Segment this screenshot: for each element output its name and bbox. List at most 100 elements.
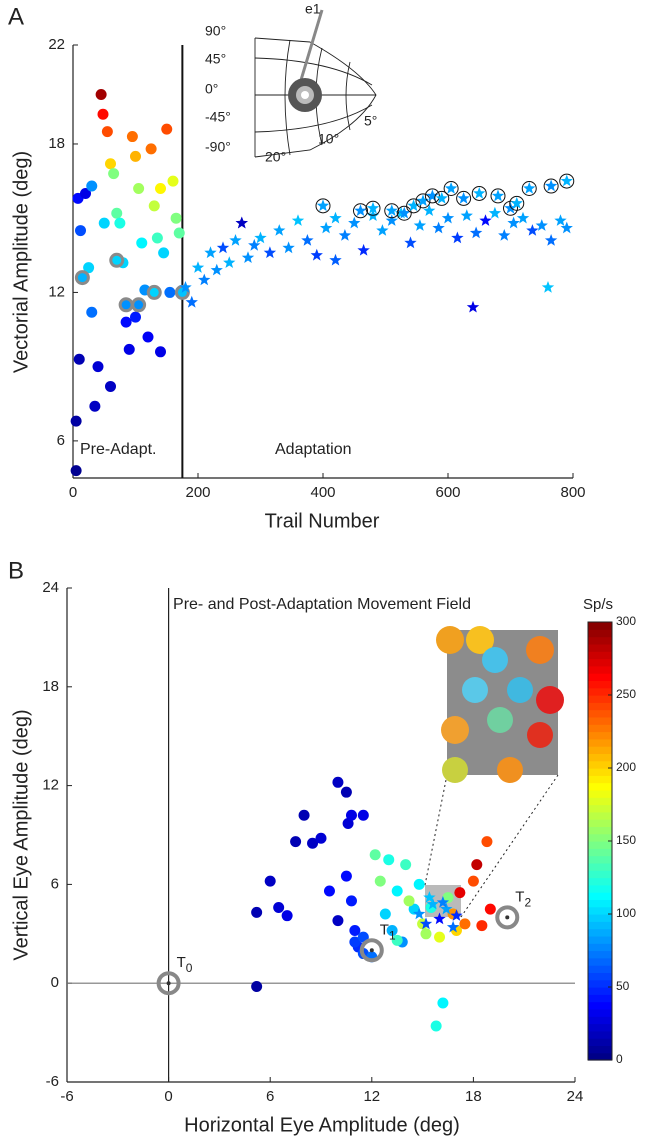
point	[386, 925, 398, 937]
colorbar-strip	[588, 921, 612, 930]
point	[433, 912, 446, 925]
colorbar-tick-label: 300	[616, 614, 636, 628]
point	[338, 229, 352, 241]
colorbar-strip	[588, 957, 612, 966]
point-ring	[415, 193, 431, 209]
colorbar-strip	[588, 899, 612, 908]
point	[98, 217, 110, 229]
point	[223, 256, 236, 268]
target-center	[369, 948, 374, 953]
colorbar-strip	[588, 709, 612, 718]
point	[349, 925, 361, 937]
inset-label: 5°	[364, 113, 377, 129]
point	[507, 216, 520, 229]
point	[146, 284, 162, 300]
target-label-main: T	[380, 921, 389, 938]
point	[379, 908, 391, 920]
colorbar-strip	[588, 760, 612, 769]
point-ring	[424, 188, 440, 204]
colorbar-strip	[588, 651, 612, 660]
colorbar-strip	[588, 1045, 612, 1054]
point	[323, 885, 335, 897]
point	[251, 980, 263, 992]
point	[210, 263, 223, 276]
point	[481, 836, 493, 848]
panel-label: A	[8, 3, 24, 30]
point	[451, 231, 464, 244]
colorbar-tick-label: 50	[616, 979, 630, 993]
colorbar-strip	[588, 622, 612, 630]
target-label-sub: 0	[186, 961, 193, 975]
point	[554, 214, 567, 226]
colorbar-strip	[588, 928, 612, 937]
point-ring	[443, 181, 459, 197]
point	[473, 187, 486, 199]
colorbar-strip	[588, 906, 612, 915]
point	[97, 108, 109, 120]
point	[136, 237, 148, 249]
point	[423, 204, 436, 216]
zoom-line	[424, 774, 448, 886]
point	[498, 229, 511, 241]
point	[469, 226, 483, 239]
point	[332, 915, 344, 927]
point-ring	[521, 181, 537, 197]
inset-label: 0°	[205, 81, 218, 97]
colorbar-strip	[588, 855, 612, 864]
y-tick-label: 12	[48, 283, 65, 300]
point	[123, 343, 135, 355]
point	[158, 247, 170, 259]
target-label-sub: 2	[524, 896, 531, 910]
colorbar-tick-label: 250	[616, 687, 636, 701]
zoom-line	[460, 774, 559, 918]
point	[151, 232, 163, 244]
y-tick-label: 12	[42, 777, 59, 794]
point	[454, 887, 466, 899]
point	[391, 885, 403, 897]
point	[342, 817, 354, 829]
point	[291, 214, 305, 226]
point	[544, 234, 558, 246]
target-center	[166, 981, 171, 986]
point	[340, 870, 352, 882]
point	[441, 211, 455, 224]
y-tick-label: 22	[48, 36, 65, 53]
point	[560, 221, 573, 234]
y-axis-label: Vectorial Amplitude (deg)	[10, 151, 32, 373]
point	[92, 361, 104, 373]
point	[216, 241, 230, 254]
colorbar-strip	[588, 804, 612, 813]
target-label: T1	[380, 921, 396, 942]
colorbar-strip	[588, 811, 612, 820]
colorbar-strip	[588, 716, 612, 725]
inset-label: 10°	[318, 131, 339, 147]
colorbar-strip	[588, 826, 612, 835]
point	[423, 891, 436, 903]
point	[70, 415, 82, 427]
point	[354, 204, 367, 216]
target-label: T0	[177, 954, 193, 975]
point	[357, 243, 370, 256]
point	[432, 221, 445, 234]
y-tick-label: 6	[57, 432, 65, 449]
point	[164, 286, 176, 298]
point	[369, 849, 381, 861]
point	[426, 189, 439, 202]
point	[101, 126, 113, 138]
point-ring	[434, 190, 450, 206]
point	[416, 194, 430, 207]
point	[86, 180, 98, 192]
colorbar-strip	[588, 782, 612, 791]
point	[229, 234, 242, 246]
colorbar-strip	[588, 789, 612, 798]
point	[142, 331, 154, 343]
x-tick-label: 18	[465, 1088, 482, 1105]
colorbar-strip	[588, 797, 612, 806]
point	[404, 236, 417, 249]
point	[80, 187, 91, 199]
target-label-main: T	[177, 954, 186, 971]
point	[385, 204, 398, 216]
x-tick-label: 24	[567, 1088, 584, 1105]
colorbar-tick-label: 0	[616, 1052, 623, 1066]
colorbar-strip	[588, 848, 612, 857]
